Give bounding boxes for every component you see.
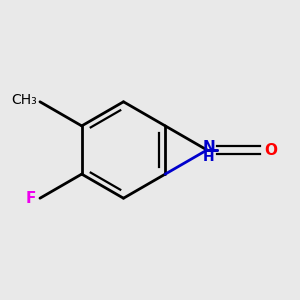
Text: H: H [203,150,214,164]
Text: N: N [202,140,215,155]
Text: O: O [264,142,277,158]
Text: CH₃: CH₃ [11,93,37,107]
Text: F: F [26,191,36,206]
